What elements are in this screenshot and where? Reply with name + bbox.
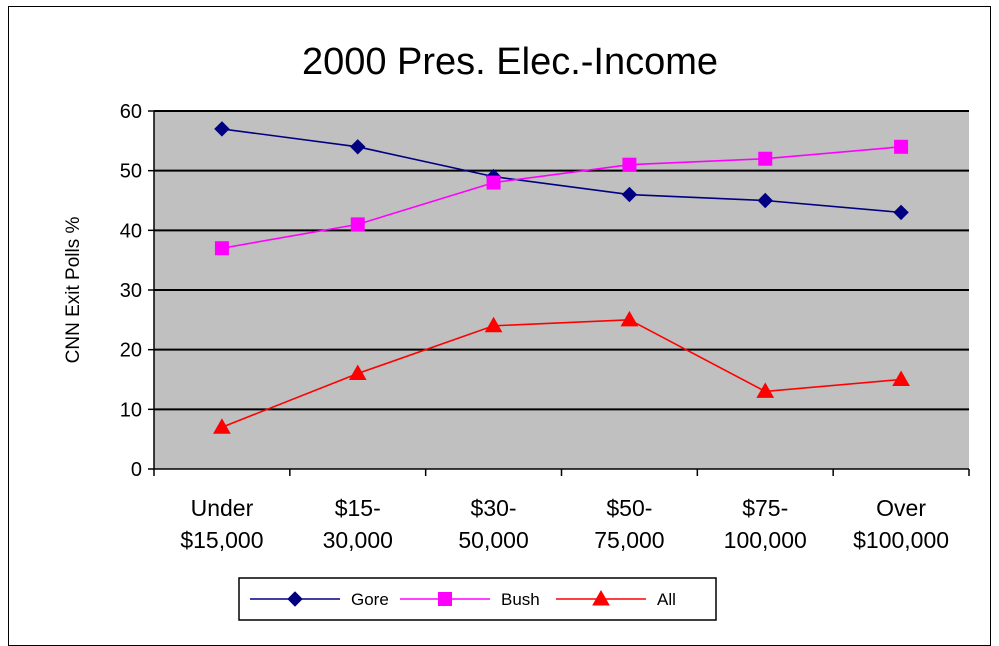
data-point-bush	[350, 217, 365, 232]
series-line-gore	[221, 128, 902, 214]
x-tick-label: Over $100,000	[853, 495, 949, 553]
y-tick-label: 30	[120, 280, 142, 302]
legend-label: Bush	[501, 590, 540, 609]
y-tick-label: 50	[120, 161, 142, 183]
chart-title: 2000 Pres. Elec.-Income	[302, 41, 718, 83]
legend-marker	[592, 589, 610, 606]
y-tick-labels: 0 10 20 30 40 50 60	[120, 101, 142, 481]
data-point-all	[348, 364, 367, 381]
axes	[148, 110, 970, 476]
data-point-bush	[214, 241, 229, 256]
data-point-all	[484, 316, 503, 333]
y-tick-label: 10	[120, 399, 142, 421]
x-tick-label: $15-30,000	[323, 495, 393, 553]
legend-marker	[287, 591, 303, 607]
data-point-all	[213, 418, 231, 434]
data-point-bush	[894, 139, 909, 154]
data-point-gore	[893, 204, 909, 221]
chart: 2000 Pres. Elec.-Income 0 10 20 30 40 50 60 Un…	[63, 41, 970, 621]
series-line-all	[221, 319, 902, 428]
data-point-bush	[758, 151, 773, 166]
series-bush	[214, 139, 909, 256]
data-point-bush	[486, 175, 501, 190]
data-point-all	[892, 370, 910, 386]
data-point-bush	[622, 157, 637, 172]
x-tick-label: $30-50,000	[458, 495, 528, 553]
y-tick-label: 40	[120, 220, 142, 242]
legend-marker	[438, 592, 452, 606]
y-tick-label: 0	[131, 459, 142, 481]
data-point-all	[756, 382, 775, 398]
legend-item-gore: Gore	[250, 590, 389, 609]
legend-item-all: All	[556, 589, 676, 609]
legend-label: All	[657, 590, 676, 609]
data-point-gore	[757, 192, 773, 209]
legend: Gore Bush All	[238, 577, 717, 621]
data-point-gore	[214, 121, 230, 137]
data-point-all	[620, 310, 639, 327]
data-point-gore	[621, 186, 638, 203]
data-point-gore	[350, 139, 366, 155]
y-axis-label: CNN Exit Polls %	[63, 217, 84, 364]
series-all	[213, 310, 910, 434]
x-tick-labels: Under $15,000 $15-30,000 $30-50,000 $50-75,0…	[180, 495, 949, 553]
x-tick-label: Under $15,000	[180, 495, 263, 553]
gridlines	[154, 110, 969, 411]
legend-item-bush: Bush	[400, 590, 540, 609]
legend-label: Gore	[351, 590, 389, 609]
x-tick-label: $50-75,000	[594, 495, 664, 553]
y-tick-label: 20	[120, 340, 142, 362]
y-tick-label: 60	[120, 101, 142, 123]
series-line-bush	[221, 146, 902, 250]
x-tick-label: $75-100,000	[724, 495, 807, 553]
series	[213, 121, 910, 434]
